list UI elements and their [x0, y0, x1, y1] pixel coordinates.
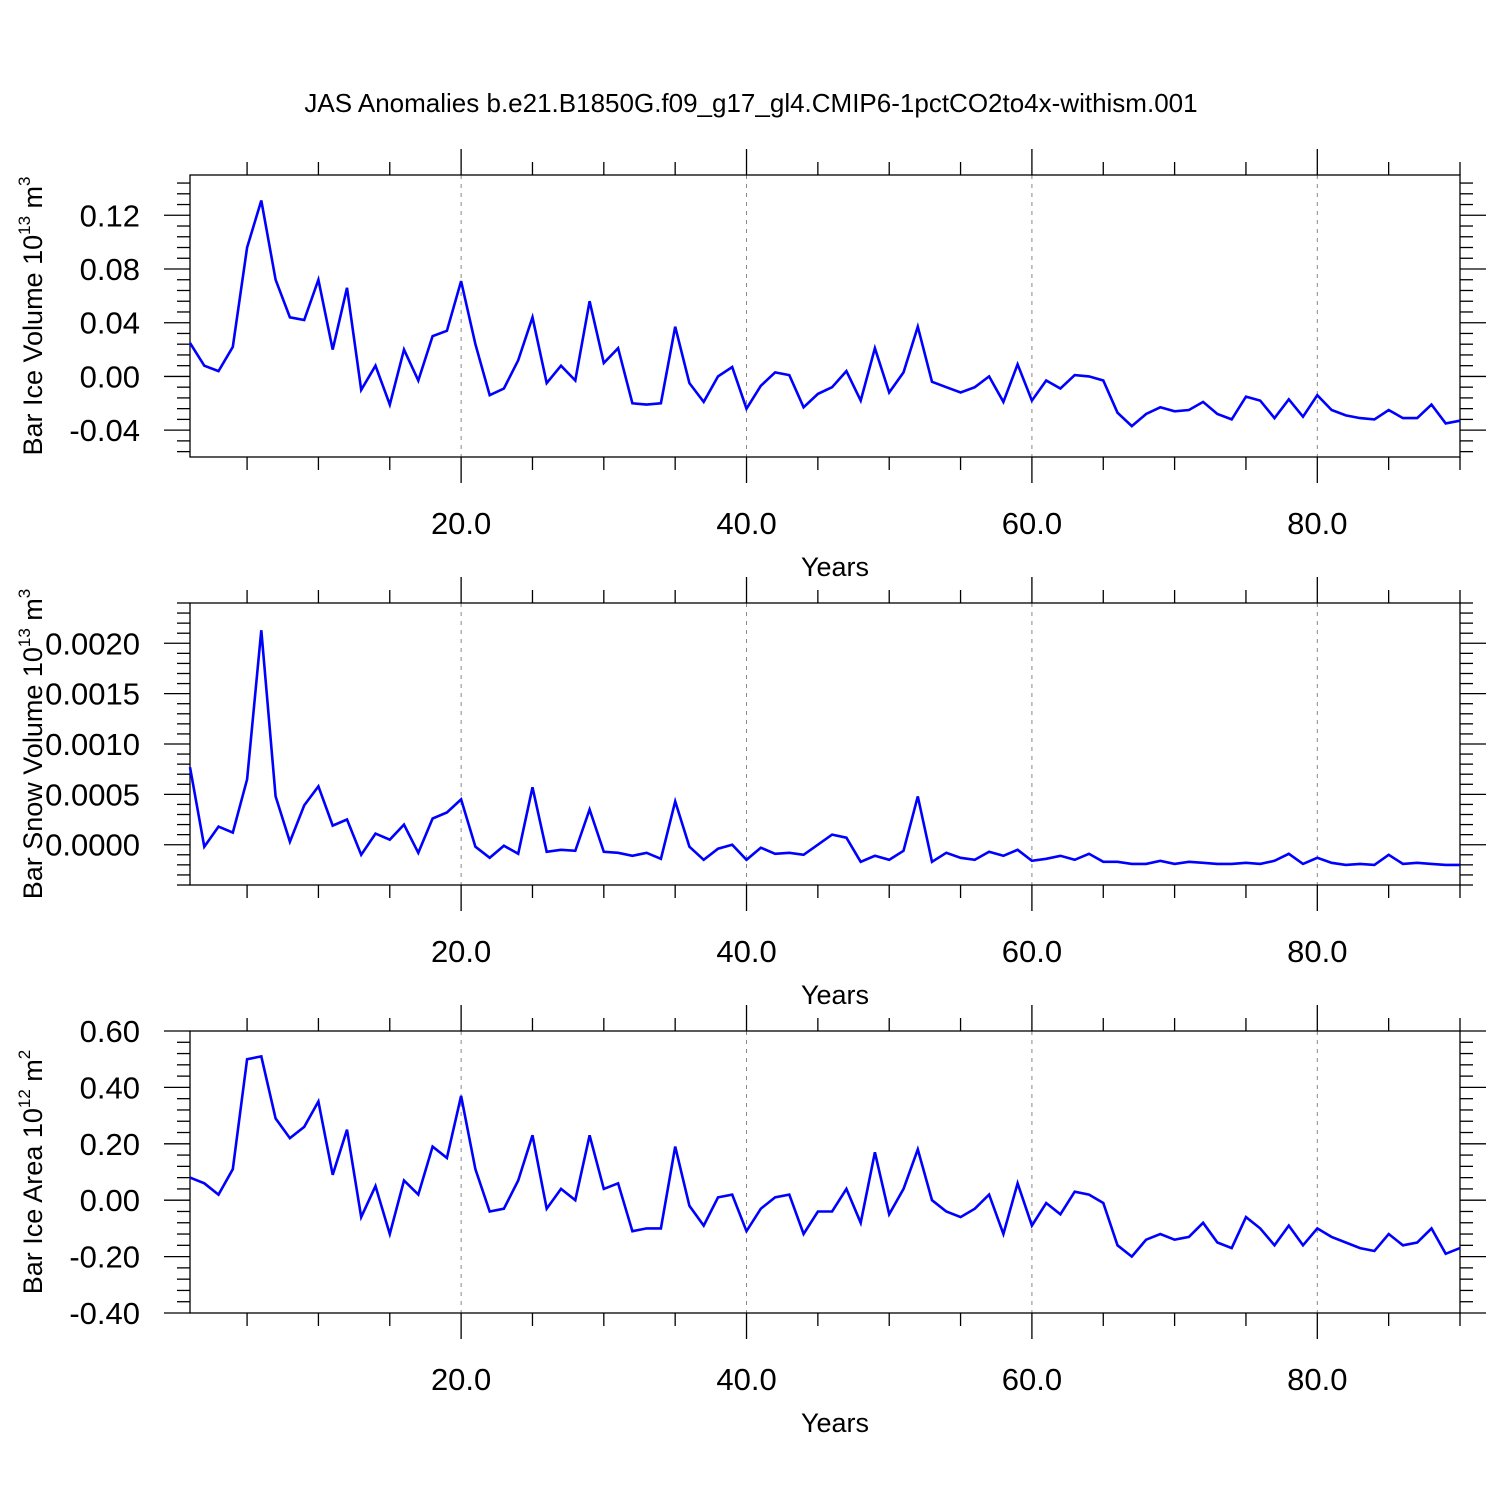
- y-tick-label: 0.0015: [45, 677, 140, 712]
- x-tick-label: 80.0: [1287, 1362, 1347, 1397]
- y-tick-label: 0.20: [80, 1127, 140, 1162]
- y-tick-label: 0.0020: [45, 626, 140, 661]
- series-line: [189, 1054, 1461, 1259]
- y-tick-label: 0.00: [80, 1183, 140, 1218]
- y-tick-label: -0.20: [69, 1240, 140, 1275]
- series-line: [188, 630, 1460, 867]
- y-tick-label: -0.40: [69, 1296, 140, 1331]
- y-tick-label: 0.0005: [45, 777, 140, 812]
- x-tick-label: 60.0: [1002, 934, 1062, 969]
- y-axis-label: Bar Snow Volume 1013 m3: [15, 589, 48, 900]
- x-tick-label: 60.0: [1002, 506, 1062, 541]
- x-axis-label: Years: [801, 980, 869, 1010]
- x-axis-label: Years: [801, 1408, 869, 1438]
- y-tick-label: 0.04: [80, 306, 140, 341]
- x-tick-label: 40.0: [716, 506, 776, 541]
- y-tick-label: 0.0010: [45, 727, 140, 762]
- chart-panel-2: 20.0 40.0 60.0 80.0 0.0000 0.0005 0.0010 0.0015…: [15, 577, 1486, 1010]
- plot-frame: [189, 174, 1461, 458]
- y-axis-label: Bar Ice Area 1012 m2: [15, 1050, 48, 1295]
- y-tick-label: 0.12: [80, 198, 140, 233]
- x-tick-label: 60.0: [1002, 1362, 1062, 1397]
- y-tick-label: 0.00: [80, 359, 140, 394]
- x-tick-label: 20.0: [431, 934, 491, 969]
- x-tick-label: 40.0: [716, 934, 776, 969]
- plot-frame: [189, 602, 1461, 886]
- x-tick-label: 40.0: [716, 1362, 776, 1397]
- y-tick-label: 0.08: [80, 252, 140, 287]
- x-axis-label: Years: [801, 552, 869, 582]
- x-tick-label: 80.0: [1287, 934, 1347, 969]
- chart-panel-3: 20.0 40.0 60.0 80.0 -0.40 -0.20 0.00 0.20 0.40 0.…: [15, 1005, 1486, 1438]
- chart-panel-1: 20.0 40.0 60.0 80.0 -0.04 0.00 0.04 0.08 0.12 Yea…: [15, 149, 1486, 582]
- y-tick-label: 0.60: [80, 1014, 140, 1049]
- y-axis-label: Bar Ice Volume 1013 m3: [15, 176, 48, 455]
- x-tick-label: 80.0: [1287, 506, 1347, 541]
- y-tick-label: 0.40: [80, 1070, 140, 1105]
- x-tick-label: 20.0: [431, 1362, 491, 1397]
- series-line: [188, 200, 1461, 428]
- plot-frame: [189, 1030, 1461, 1314]
- y-tick-label: -0.04: [69, 413, 140, 448]
- x-tick-label: 20.0: [431, 506, 491, 541]
- y-tick-label: 0.0000: [45, 828, 140, 863]
- figure-title: JAS Anomalies b.e21.B1850G.f09_g17_gl4.C…: [304, 88, 1197, 118]
